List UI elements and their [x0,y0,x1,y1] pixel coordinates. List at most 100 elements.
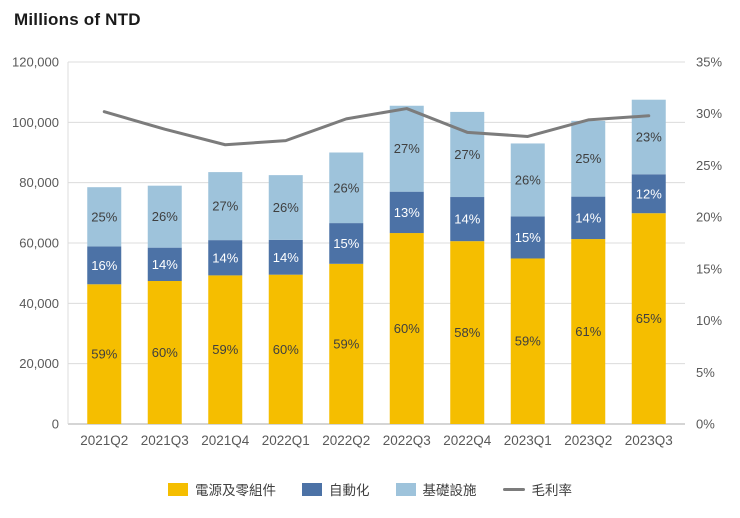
svg-text:2022Q2: 2022Q2 [322,433,370,448]
bar-segment [329,223,364,264]
svg-text:59%: 59% [333,336,359,351]
legend-swatch-infrastructure-icon [395,482,416,496]
bar-segment [208,172,243,241]
bar-segment [571,196,606,240]
svg-text:59%: 59% [212,342,238,357]
svg-text:27%: 27% [394,141,420,156]
svg-text:26%: 26% [273,200,299,215]
bar-segment [208,275,243,424]
bar-segment [510,143,545,217]
svg-text:61%: 61% [575,324,601,339]
svg-text:13%: 13% [394,205,420,220]
svg-text:23%: 23% [636,130,662,145]
svg-text:2022Q4: 2022Q4 [443,433,492,448]
bar-segment [87,246,122,285]
bar-segment [571,120,606,197]
svg-text:15%: 15% [696,261,722,276]
svg-text:27%: 27% [212,199,238,214]
chart-legend: 電源及零組件 自動化 基礎設施 毛利率 [0,479,740,499]
stacked-bar-line-chart: 020,00040,00060,00080,000100,000120,0000… [12,55,722,449]
svg-text:15%: 15% [333,236,359,251]
svg-text:27%: 27% [454,147,480,162]
svg-text:60%: 60% [273,342,299,357]
svg-text:16%: 16% [91,258,117,273]
svg-text:58%: 58% [454,325,480,340]
svg-text:14%: 14% [152,257,178,272]
bar-segment [147,185,182,248]
svg-text:2022Q1: 2022Q1 [262,433,310,448]
legend-label: 自動化 [329,483,370,498]
svg-text:15%: 15% [515,230,541,245]
svg-text:14%: 14% [212,250,238,265]
svg-text:5%: 5% [696,365,715,380]
svg-text:59%: 59% [515,334,541,349]
svg-text:10%: 10% [696,313,722,328]
right-axis-labels: 0% 5% 10% 15% 20% 25% 30% 35% [696,55,722,432]
svg-text:20,000: 20,000 [19,356,59,371]
legend-item-power-components: 電源及零組件 [168,479,276,499]
bar-segment [510,258,545,424]
svg-text:30%: 30% [696,106,722,121]
svg-text:20%: 20% [696,210,722,225]
legend-item-automation: 自動化 [302,479,370,499]
svg-text:65%: 65% [636,311,662,326]
svg-text:40,000: 40,000 [19,296,59,311]
svg-text:100,000: 100,000 [12,115,59,130]
page-title: Millions of NTD [14,10,141,29]
legend-label: 基礎設施 [422,483,477,498]
svg-text:14%: 14% [273,250,299,265]
svg-text:35%: 35% [696,55,722,70]
bar-segment [87,284,122,424]
bar-segment [450,197,485,242]
legend-swatch-gross-margin-line-icon [502,487,525,491]
bar-segment [389,191,424,234]
bar-segment [571,239,606,424]
legend-label: 毛利率 [531,483,573,498]
bar-segment [329,263,364,424]
svg-text:60%: 60% [394,321,420,336]
bar-segment [631,213,666,424]
x-axis-labels: 2021Q2 2021Q3 2021Q4 2022Q1 2022Q2 2022Q3 2022… [80,433,673,448]
svg-text:0: 0 [52,417,59,432]
bar-segment [147,247,182,282]
svg-text:26%: 26% [333,180,359,195]
legend-label: 電源及零組件 [195,483,276,498]
bars [87,99,666,424]
svg-text:12%: 12% [636,186,662,201]
bar-segment [450,241,485,424]
bar-segment [631,99,666,175]
bar-segment [631,174,666,214]
svg-text:120,000: 120,000 [12,55,59,70]
svg-text:2021Q2: 2021Q2 [80,433,128,448]
svg-text:26%: 26% [515,172,541,187]
bar-segment [510,216,545,259]
svg-text:25%: 25% [696,158,722,173]
svg-text:2021Q4: 2021Q4 [201,433,250,448]
svg-text:80,000: 80,000 [19,175,59,190]
left-axis-labels: 0 20,000 40,000 60,000 80,000 100,000 120,000 [12,55,59,432]
bar-segment [268,239,303,275]
legend-swatch-power-icon [168,482,188,496]
svg-text:2023Q3: 2023Q3 [625,433,673,448]
bar-segment-labels: 59% 16% 25% 60% 14% 26% 59% 14% 27% 60% 14% 26% 59% 1… [91,130,662,362]
legend-swatch-automation-icon [302,482,322,496]
svg-text:14%: 14% [575,210,601,225]
svg-text:2022Q3: 2022Q3 [383,433,431,448]
legend-item-infrastructure: 基礎設施 [395,479,477,499]
bar-segment [450,111,485,198]
bar-segment [329,152,364,224]
svg-text:14%: 14% [454,212,480,227]
svg-text:60%: 60% [152,345,178,360]
svg-text:0%: 0% [696,417,715,432]
bar-segment [87,187,122,247]
svg-text:2023Q2: 2023Q2 [564,433,612,448]
bar-segment [268,274,303,424]
svg-text:25%: 25% [91,209,117,224]
gross-margin-line [102,107,651,147]
bar-segment [268,175,303,240]
bar-segment [147,281,182,424]
bar-segment [389,105,424,192]
bar-segment [389,233,424,424]
svg-text:60,000: 60,000 [19,236,59,251]
legend-item-gross-margin: 毛利率 [502,479,573,499]
